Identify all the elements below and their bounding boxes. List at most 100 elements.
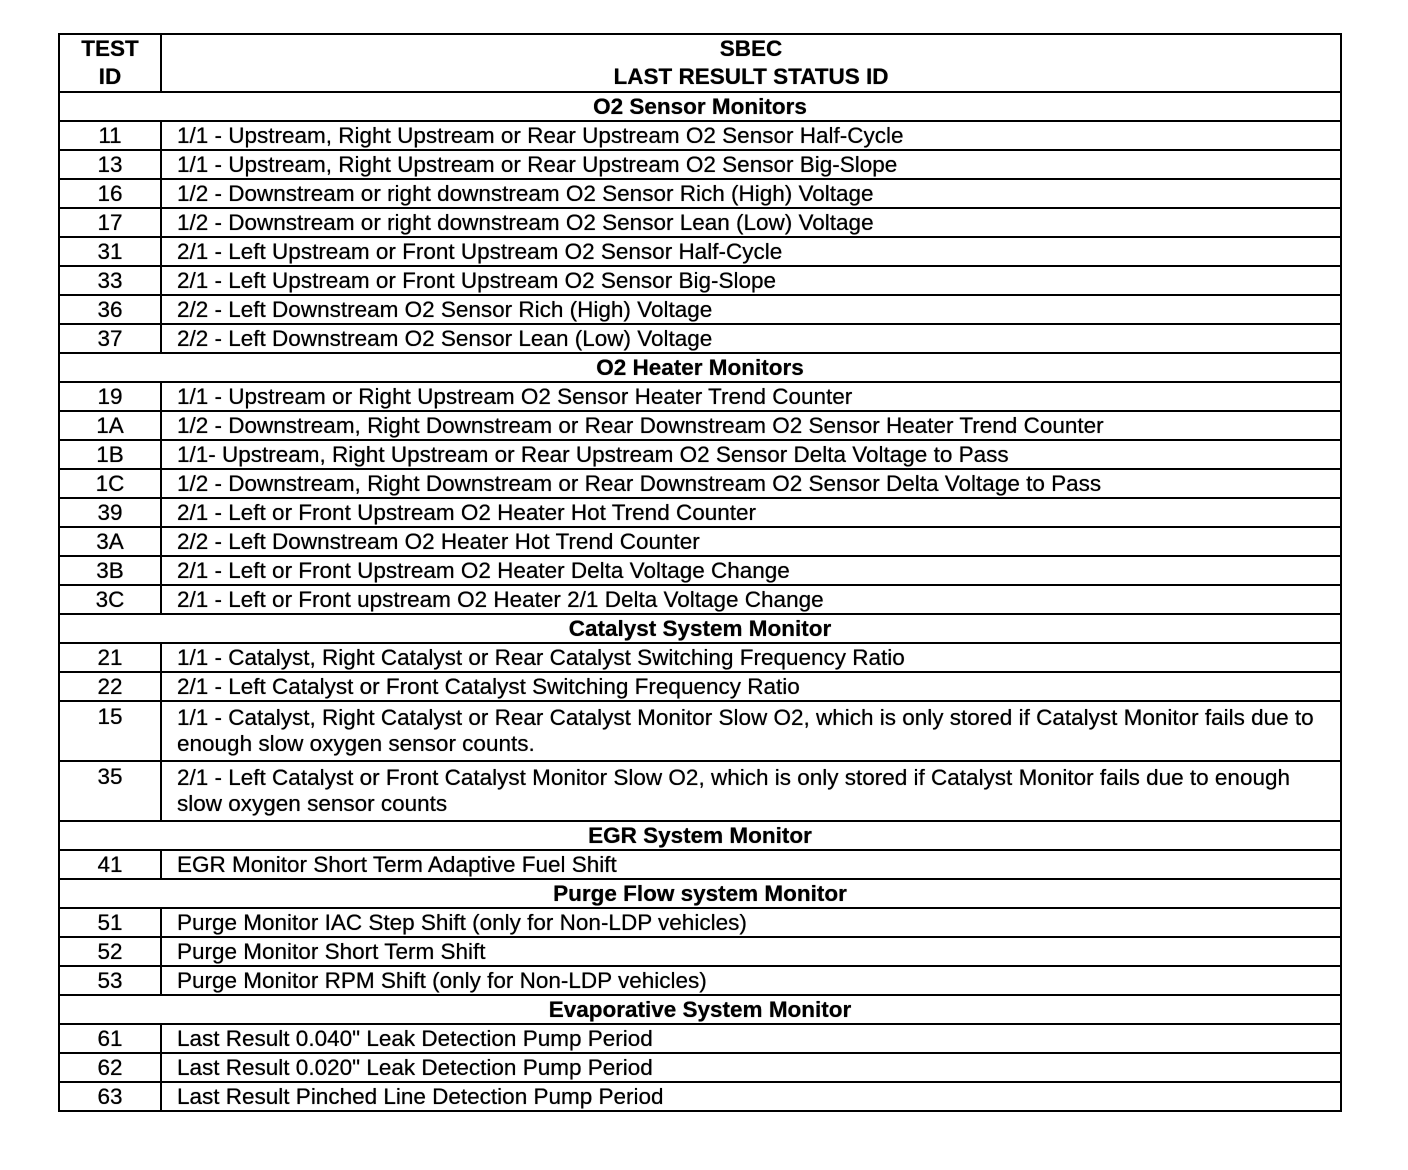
description-cell: 2/1 - Left Upstream or Front Upstream O2… [160,265,1342,296]
status-header-line1: SBEC [719,36,783,61]
table-row: 15 1/1 - Catalyst, Right Catalyst or Rear… [58,700,1342,762]
description-cell: 2/1 - Left Catalyst or Front Catalyst Sw… [160,671,1342,702]
description-cell: Last Result 0.020" Leak Detection Pump P… [160,1052,1342,1083]
test-id-cell: 62 [58,1052,162,1083]
table-row: 41 EGR Monitor Short Term Adaptive Fuel S… [58,849,1342,880]
test-id-cell: 35 [58,760,162,822]
table-row: 63 Last Result Pinched Line Detection Pum… [58,1081,1342,1112]
table-row: 1A 1/2 - Downstream, Right Downstream or … [58,410,1342,441]
test-id-cell: 63 [58,1081,162,1112]
table-row: 1C 1/2 - Downstream, Right Downstream or … [58,468,1342,499]
table-row: 13 1/1 - Upstream, Right Upstream or Rear… [58,149,1342,180]
description-cell: 2/1 - Left Catalyst or Front Catalyst Mo… [160,760,1342,822]
test-id-cell: 3A [58,526,162,557]
table-row: 21 1/1 - Catalyst, Right Catalyst or Rear… [58,642,1342,673]
test-id-cell: 17 [58,207,162,238]
description-cell: 1/2 - Downstream, Right Downstream or Re… [160,468,1342,499]
section-title: Catalyst System Monitor [58,613,1342,644]
test-id-cell: 39 [58,497,162,528]
test-id-cell: 13 [58,149,162,180]
test-id-cell: 33 [58,265,162,296]
description-cell: 2/2 - Left Downstream O2 Heater Hot Tren… [160,526,1342,557]
description-cell: 1/1 - Catalyst, Right Catalyst or Rear C… [160,700,1342,762]
table-header-row: TEST ID SBEC LAST RESULT STATUS ID [58,33,1342,93]
description-cell: 2/1 - Left or Front Upstream O2 Heater H… [160,497,1342,528]
test-id-cell: 36 [58,294,162,325]
table-row: 35 2/1 - Left Catalyst or Front Catalyst … [58,760,1342,822]
test-id-cell: 1B [58,439,162,470]
description-cell: EGR Monitor Short Term Adaptive Fuel Shi… [160,849,1342,880]
test-id-cell: 53 [58,965,162,996]
test-id-cell: 15 [58,700,162,762]
table-row: 16 1/2 - Downstream or right downstream O… [58,178,1342,209]
description-cell: 1/1 - Upstream or Right Upstream O2 Sens… [160,381,1342,412]
test-id-cell: 51 [58,907,162,938]
test-id-table: TEST ID SBEC LAST RESULT STATUS ID O2 Sens… [58,33,1342,1112]
section-header-row: Purge Flow system Monitor [58,878,1342,909]
test-id-cell: 19 [58,381,162,412]
description-cell: 1/1 - Upstream, Right Upstream or Rear U… [160,149,1342,180]
test-id-cell: 1A [58,410,162,441]
test-id-header: TEST ID [58,33,162,93]
table-row: 53 Purge Monitor RPM Shift (only for Non-… [58,965,1342,996]
section-title: O2 Sensor Monitors [58,91,1342,122]
description-cell: 2/1 - Left or Front upstream O2 Heater 2… [160,584,1342,615]
description-cell: 2/2 - Left Downstream O2 Sensor Rich (Hi… [160,294,1342,325]
test-id-cell: 52 [58,936,162,967]
test-id-cell: 31 [58,236,162,267]
table-row: 11 1/1 - Upstream, Right Upstream or Rear… [58,120,1342,151]
table-row: 3A 2/2 - Left Downstream O2 Heater Hot Tr… [58,526,1342,557]
table-row: 52 Purge Monitor Short Term Shift [58,936,1342,967]
test-id-cell: 37 [58,323,162,354]
section-header-row: O2 Heater Monitors [58,352,1342,383]
description-cell: 2/1 - Left Upstream or Front Upstream O2… [160,236,1342,267]
table-row: 36 2/2 - Left Downstream O2 Sensor Rich (… [58,294,1342,325]
section-header-row: O2 Sensor Monitors [58,91,1342,122]
description-cell: Last Result Pinched Line Detection Pump … [160,1081,1342,1112]
section-title: Evaporative System Monitor [58,994,1342,1025]
table-row: 62 Last Result 0.020" Leak Detection Pump… [58,1052,1342,1083]
description-cell: Purge Monitor RPM Shift (only for Non-LD… [160,965,1342,996]
table-row: 1B 1/1- Upstream, Right Upstream or Rear … [58,439,1342,470]
description-cell: 2/1 - Left or Front Upstream O2 Heater D… [160,555,1342,586]
description-cell: 1/2 - Downstream or right downstream O2 … [160,178,1342,209]
status-header-line2: LAST RESULT STATUS ID [613,64,889,89]
test-id-cell: 11 [58,120,162,151]
section-header-row: Evaporative System Monitor [58,994,1342,1025]
test-id-cell: 3C [58,584,162,615]
table-row: 22 2/1 - Left Catalyst or Front Catalyst … [58,671,1342,702]
test-id-cell: 61 [58,1023,162,1054]
table-row: 3B 2/1 - Left or Front Upstream O2 Heater… [58,555,1342,586]
test-id-cell: 16 [58,178,162,209]
table-row: 3C 2/1 - Left or Front upstream O2 Heater… [58,584,1342,615]
section-header-row: EGR System Monitor [58,820,1342,851]
table-row: 39 2/1 - Left or Front Upstream O2 Heater… [58,497,1342,528]
table-row: 51 Purge Monitor IAC Step Shift (only for… [58,907,1342,938]
description-cell: Purge Monitor IAC Step Shift (only for N… [160,907,1342,938]
description-cell: Last Result 0.040" Leak Detection Pump P… [160,1023,1342,1054]
test-id-cell: 1C [58,468,162,499]
test-id-cell: 22 [58,671,162,702]
section-header-row: Catalyst System Monitor [58,613,1342,644]
table-row: 61 Last Result 0.040" Leak Detection Pump… [58,1023,1342,1054]
description-cell: 1/2 - Downstream or right downstream O2 … [160,207,1342,238]
description-cell: 1/1 - Catalyst, Right Catalyst or Rear C… [160,642,1342,673]
description-cell: 1/1 - Upstream, Right Upstream or Rear U… [160,120,1342,151]
table-row: 31 2/1 - Left Upstream or Front Upstream … [58,236,1342,267]
description-cell: 1/2 - Downstream, Right Downstream or Re… [160,410,1342,441]
section-title: Purge Flow system Monitor [58,878,1342,909]
test-id-header-line1: TEST [81,36,139,61]
test-id-cell: 41 [58,849,162,880]
description-cell: Purge Monitor Short Term Shift [160,936,1342,967]
description-cell: 2/2 - Left Downstream O2 Sensor Lean (Lo… [160,323,1342,354]
description-cell: 1/1- Upstream, Right Upstream or Rear Up… [160,439,1342,470]
table-row: 33 2/1 - Left Upstream or Front Upstream … [58,265,1342,296]
test-id-header-line2: ID [98,64,122,89]
section-title: O2 Heater Monitors [58,352,1342,383]
table-row: 17 1/2 - Downstream or right downstream O… [58,207,1342,238]
test-id-cell: 21 [58,642,162,673]
table-row: 19 1/1 - Upstream or Right Upstream O2 Se… [58,381,1342,412]
section-title: EGR System Monitor [58,820,1342,851]
table-row: 37 2/2 - Left Downstream O2 Sensor Lean (… [58,323,1342,354]
status-header: SBEC LAST RESULT STATUS ID [160,33,1342,93]
